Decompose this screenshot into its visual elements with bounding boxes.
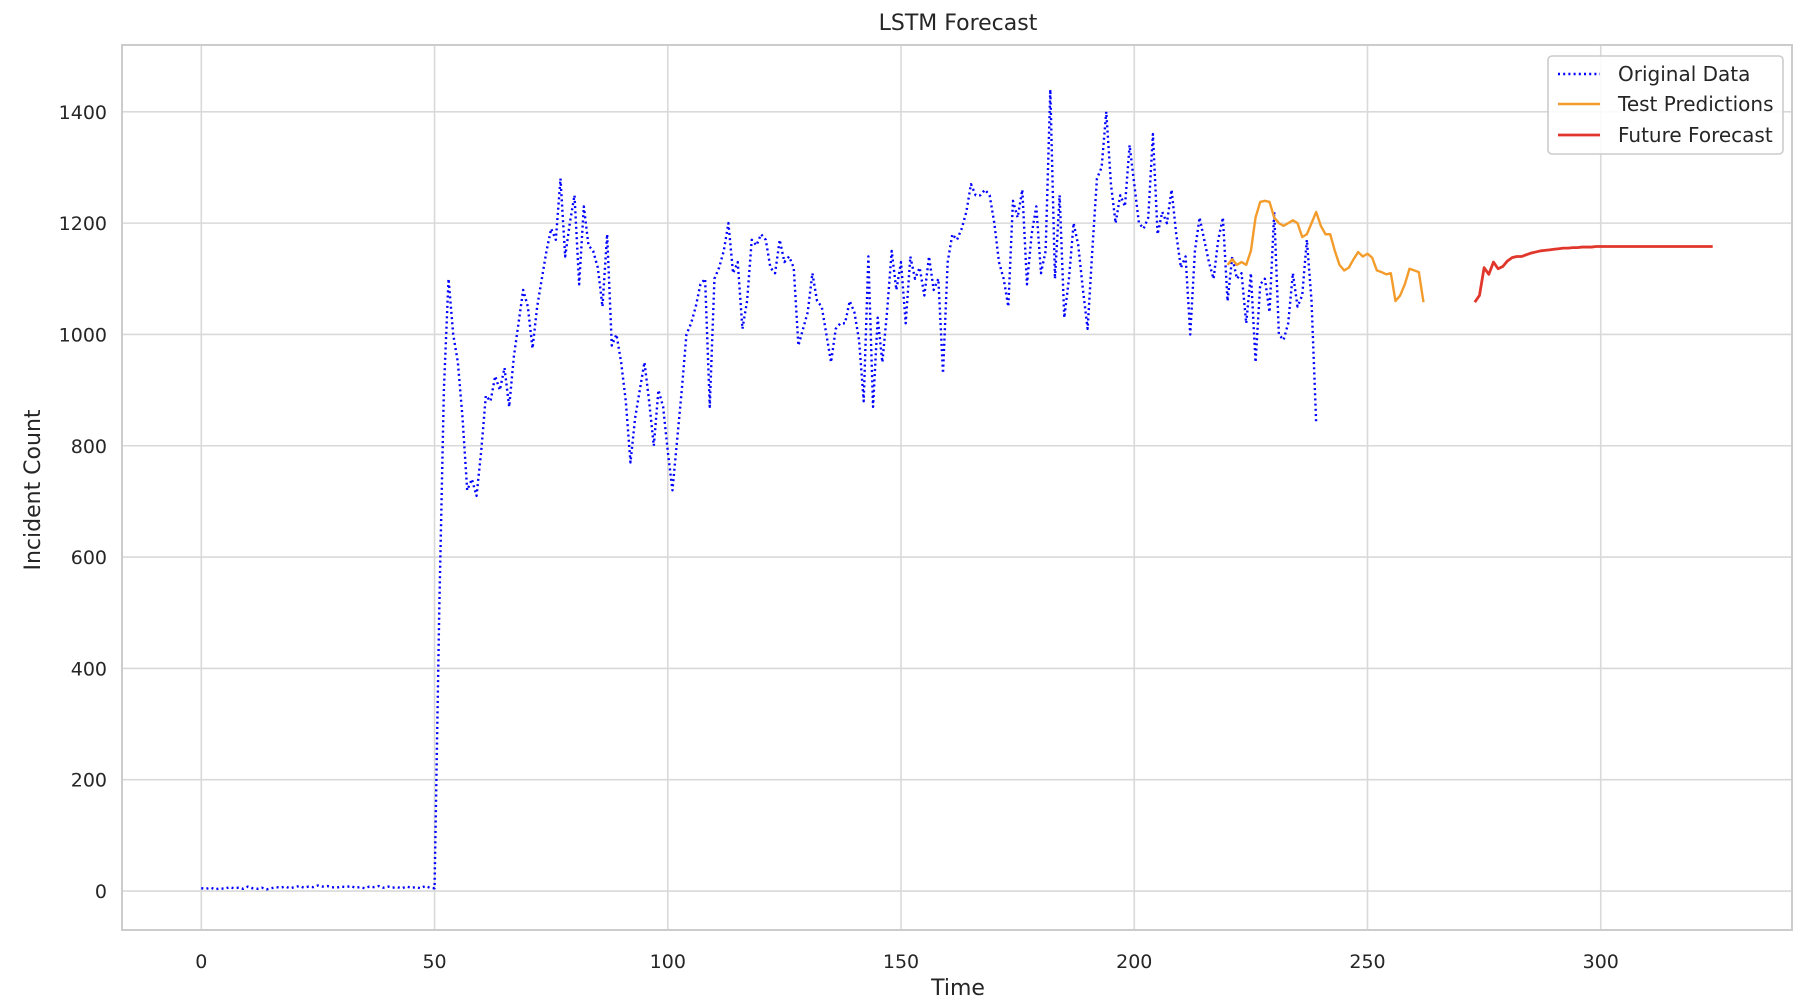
y-tick-label-1200: 1200 <box>59 213 107 235</box>
legend-label-original-data: Original Data <box>1618 62 1750 86</box>
x-axis-title: Time <box>930 976 985 1001</box>
y-tick-label-0: 0 <box>95 881 107 903</box>
series-line-test-predictions <box>1226 199 1425 303</box>
x-tick-label-200: 200 <box>1116 951 1152 973</box>
grid-lines <box>122 45 1792 930</box>
chart-title: LSTM Forecast <box>879 11 1038 36</box>
plot-frame <box>121 44 1793 931</box>
y-axis-title: Incident Count <box>21 409 46 570</box>
x-tick-label-100: 100 <box>650 951 686 973</box>
y-tick-label-1000: 1000 <box>59 324 107 346</box>
x-tick-label-250: 250 <box>1349 951 1385 973</box>
x-tick-label-300: 300 <box>1583 951 1619 973</box>
series-line-original-data <box>201 88 1318 891</box>
y-tick-label-1400: 1400 <box>59 102 107 124</box>
y-tick-label-200: 200 <box>71 770 107 792</box>
x-tick-label-50: 50 <box>422 951 446 973</box>
series-line-future-forecast <box>1473 245 1713 303</box>
legend-label-future-forecast: Future Forecast <box>1618 123 1773 147</box>
legend-label-test-predictions: Test Predictions <box>1617 92 1774 116</box>
legend: Original Data Test Predictions Future Fo… <box>1547 55 1784 155</box>
y-tick-label-600: 600 <box>71 547 107 569</box>
series-lines <box>201 88 1713 891</box>
tick-labels: 0 50 100 150 200 250 300 0 200 400 600 800 1000 1200 1… <box>59 102 1619 973</box>
y-tick-label-800: 800 <box>71 436 107 458</box>
x-tick-label-150: 150 <box>883 951 919 973</box>
y-tick-label-400: 400 <box>71 658 107 680</box>
legend-box <box>1547 55 1784 155</box>
x-tick-label-0: 0 <box>195 951 207 973</box>
